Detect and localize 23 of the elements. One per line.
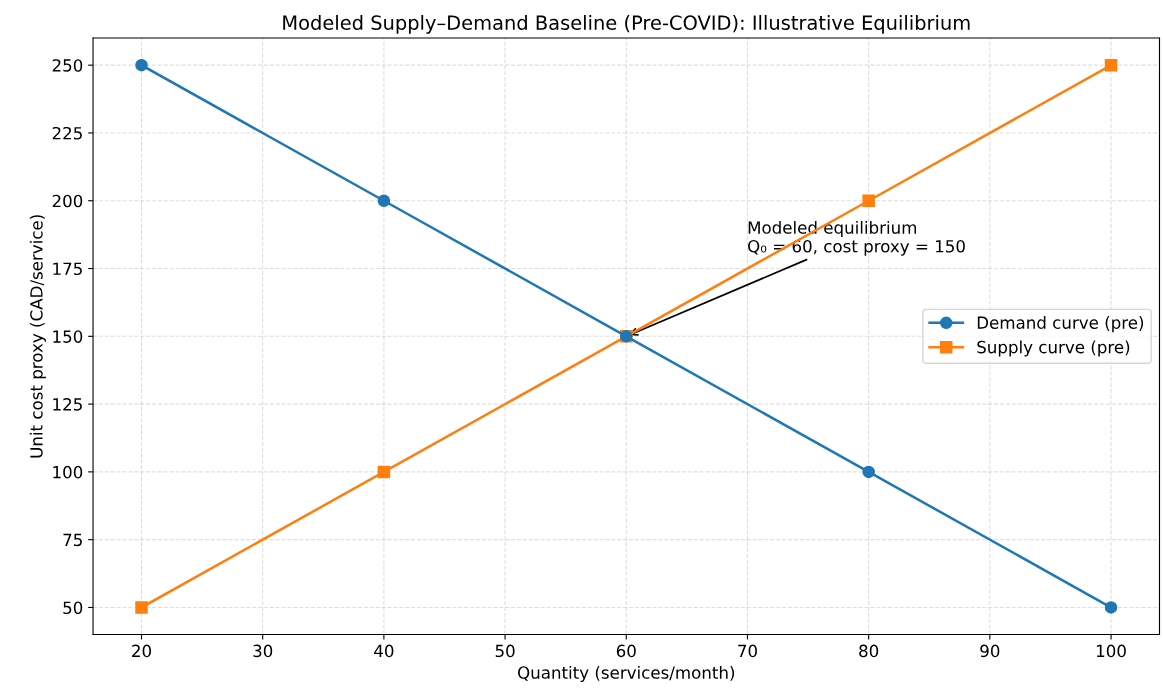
x-tick-label: 50 xyxy=(495,644,515,658)
y-axis-title: Unit cost proxy (CAD/service) xyxy=(29,215,46,458)
x-tick-label: 90 xyxy=(980,644,1000,658)
chart-title: Modeled Supply–Demand Baseline (Pre-COVID): Illustrative Equilibrium xyxy=(283,14,970,34)
y-tick-label: 150 xyxy=(53,330,83,343)
x-axis-title: Quantity (services/month) xyxy=(518,665,735,683)
x-tick-label: 100 xyxy=(1096,644,1126,658)
x-tick-label: 60 xyxy=(616,644,636,658)
y-tick-label: 250 xyxy=(52,59,83,72)
y-tick-label: 100 xyxy=(53,465,83,479)
x-tick-label: 30 xyxy=(253,644,273,658)
x-tick-label: 70 xyxy=(738,644,757,658)
x-tick-label: 20 xyxy=(132,644,152,658)
y-tick-label: 175 xyxy=(53,262,82,276)
y-tick-label: 225 xyxy=(52,126,82,140)
x-tick-label: 80 xyxy=(859,644,879,658)
y-tick-label: 75 xyxy=(63,533,82,547)
legend-label: Supply curve (pre) xyxy=(977,340,1130,357)
legend-label: Demand curve (pre) xyxy=(977,316,1144,333)
x-tick-label: 40 xyxy=(374,644,394,658)
y-tick-label: 50 xyxy=(63,601,83,615)
y-tick-label: 200 xyxy=(52,194,83,208)
y-tick-label: 125 xyxy=(53,398,82,411)
